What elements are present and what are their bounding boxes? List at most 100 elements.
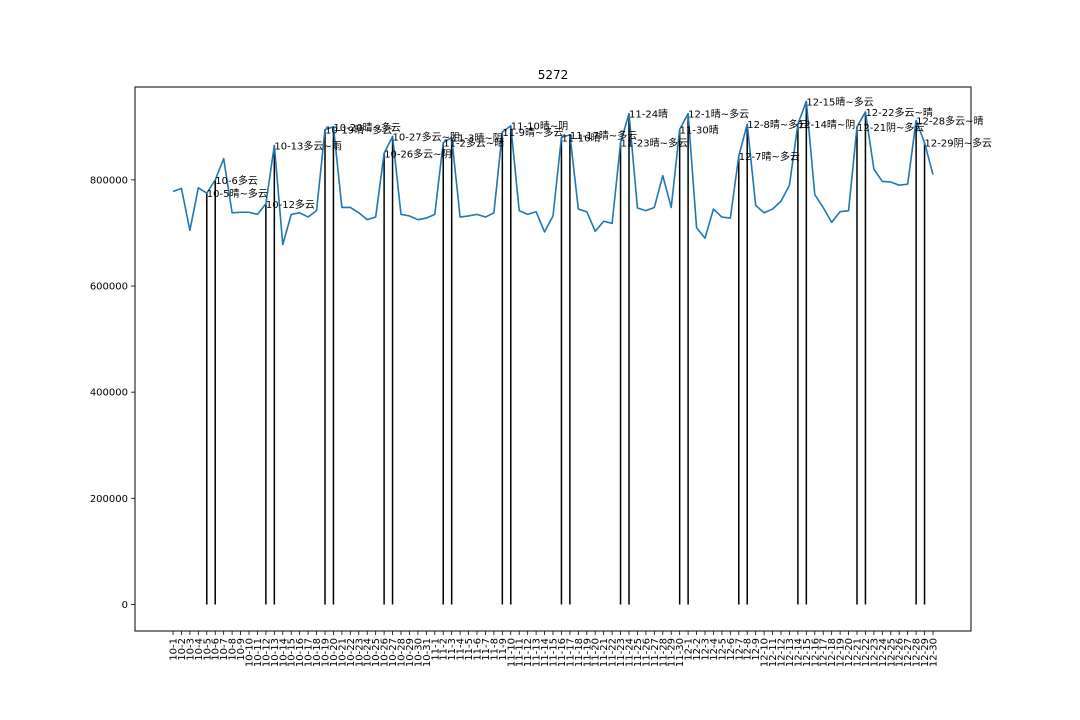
x-tick-label: 11-28 xyxy=(658,638,669,667)
chart-title: 5272 xyxy=(538,68,569,82)
x-tick-label: 10-10 xyxy=(245,638,256,667)
x-tick-label: 11-5 xyxy=(464,638,475,661)
x-tick-label: 10-9 xyxy=(236,638,247,661)
x-tick-label: 12-7 xyxy=(734,638,745,661)
annotation-11-30: 11-30晴 xyxy=(680,123,719,136)
annotation-11-3: 11-3晴~阴 xyxy=(452,131,503,144)
x-tick-label: 10-7 xyxy=(219,638,230,661)
x-tick-label: 11-16 xyxy=(557,638,568,667)
y-tick-label: 600000 xyxy=(90,282,128,293)
x-tick-label: 10-3 xyxy=(185,638,196,661)
x-tick-label: 10-18 xyxy=(312,638,323,667)
y-axis: 0 200000 400000 600000 800000 xyxy=(90,175,135,611)
x-tick-label: 12-4 xyxy=(709,638,720,661)
annotation-11-2: 11-2多云~晴 xyxy=(443,137,504,150)
annotation-10-13: 10-13多云~雨 xyxy=(274,139,341,152)
annotation-11-17: 11-17晴~多云 xyxy=(570,129,637,142)
x-tick-label: 10-19 xyxy=(321,638,332,667)
x-tick-label: 11-30 xyxy=(675,638,686,667)
annotation-11-16: 11-16晴 xyxy=(561,131,600,144)
x-tick-label: 10-2 xyxy=(177,638,188,661)
x-tick-label: 10-16 xyxy=(295,638,306,667)
annotation-10-5: 10-5晴~多云 xyxy=(207,187,268,200)
x-tick-label: 11-6 xyxy=(473,638,484,661)
x-tick-label: 12-12 xyxy=(777,638,788,667)
x-tick-label: 10-8 xyxy=(228,638,239,661)
series-line-group xyxy=(172,100,934,246)
x-tick-label: 10-28 xyxy=(397,638,408,667)
annotation-12-8: 12-8晴~多云 xyxy=(747,118,808,131)
x-tick-label: 12-11 xyxy=(768,638,779,667)
x-tick-label: 11-26 xyxy=(641,638,652,667)
x-tick-label: 10-27 xyxy=(388,638,399,667)
x-tick-label: 11-9 xyxy=(498,638,509,661)
x-tick-label: 10-17 xyxy=(304,638,315,667)
x-tick-label: 10-23 xyxy=(354,638,365,667)
x-tick-label: 12-26 xyxy=(895,638,906,667)
x-tick-label: 11-3 xyxy=(447,638,458,661)
x-tick-label: 11-10 xyxy=(506,638,517,667)
annotation-11-23: 11-23晴~多云 xyxy=(621,137,688,150)
x-tick-label: 12-10 xyxy=(760,638,771,667)
x-tick-label: 10-6 xyxy=(211,638,222,661)
x-tick-label: 11-21 xyxy=(599,638,610,667)
annotation-10-27: 10-27多云~阴 xyxy=(393,130,460,143)
annotation-12-22: 12-22多云~晴 xyxy=(865,106,932,119)
x-tick-label: 12-20 xyxy=(844,638,855,667)
x-tick-label: 10-15 xyxy=(287,638,298,667)
x-tick-label: 11-22 xyxy=(608,638,619,667)
x-tick-label: 10-4 xyxy=(194,638,205,661)
y-tick-label: 800000 xyxy=(90,175,128,186)
x-tick-label: 11-29 xyxy=(667,638,678,667)
x-tick-label: 11-15 xyxy=(549,638,560,667)
x-tick-label: 11-4 xyxy=(456,638,467,661)
x-tick-label: 12-29 xyxy=(920,638,931,667)
x-tick-label: 10-11 xyxy=(253,638,264,667)
x-tick-label: 11-7 xyxy=(481,638,492,661)
x-tick-label: 11-11 xyxy=(515,638,526,667)
annotation-11-10: 11-10晴~阴 xyxy=(511,120,568,133)
x-tick-label: 10-26 xyxy=(380,638,391,667)
x-tick-label: 12-3 xyxy=(701,638,712,661)
x-tick-label: 12-23 xyxy=(869,638,880,667)
x-tick-label: 12-13 xyxy=(785,638,796,667)
x-tick-label: 10-29 xyxy=(405,638,416,667)
x-tick-label: 10-1 xyxy=(169,638,180,661)
x-tick-label: 11-20 xyxy=(591,638,602,667)
y-tick-label: 400000 xyxy=(90,388,128,399)
annotation-11-9: 11-9晴~多云 xyxy=(502,126,563,139)
x-tick-label: 12-22 xyxy=(861,638,872,667)
x-tick-label: 12-6 xyxy=(726,638,737,661)
x-tick-label: 10-22 xyxy=(346,638,357,667)
vertical-lines xyxy=(206,101,926,605)
x-tick-label: 10-24 xyxy=(363,638,374,667)
annotation-10-19: 10-19晴~多云 xyxy=(325,123,392,136)
annotation-12-29: 12-29阴~多云 xyxy=(925,137,992,150)
x-tick-label: 10-25 xyxy=(371,638,382,667)
x-tick-label: 10-5 xyxy=(202,638,213,661)
x-tick-label: 11-27 xyxy=(650,638,661,667)
x-tick-label: 12-24 xyxy=(878,638,889,667)
annotations: 10-5晴~多云10-6多云10-12多云10-13多云~雨10-19晴~多云1… xyxy=(207,95,992,210)
annotation-10-26: 10-26多云~阴 xyxy=(384,147,451,160)
x-tick-label: 10-30 xyxy=(413,638,424,667)
annotation-10-12: 10-12多云 xyxy=(266,198,315,211)
x-tick-label: 12-30 xyxy=(929,638,940,667)
x-tick-label: 11-17 xyxy=(565,638,576,667)
x-tick-label: 12-9 xyxy=(751,638,762,661)
annotation-12-28: 12-28多云~晴 xyxy=(916,114,983,127)
x-tick-label: 12-25 xyxy=(886,638,897,667)
x-tick-label: 12-1 xyxy=(684,638,695,661)
annotation-10-20: 10-20晴~多云 xyxy=(333,121,400,134)
x-tick-label: 11-24 xyxy=(625,638,636,667)
annotation-12-14: 12-14晴~阴 xyxy=(798,118,855,131)
x-tick-label: 12-5 xyxy=(717,638,728,661)
annotation-11-24: 11-24晴 xyxy=(629,108,668,121)
x-tick-label: 12-17 xyxy=(819,638,830,667)
annotation-12-21: 12-21阴~多云 xyxy=(857,121,924,134)
y-tick-label: 200000 xyxy=(90,494,128,505)
x-tick-label: 12-18 xyxy=(827,638,838,667)
x-tick-label: 12-14 xyxy=(793,638,804,667)
